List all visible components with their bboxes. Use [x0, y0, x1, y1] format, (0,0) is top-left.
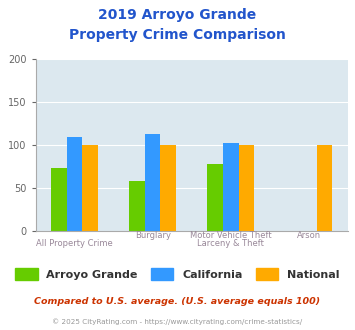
Text: Compared to U.S. average. (U.S. average equals 100): Compared to U.S. average. (U.S. average …	[34, 297, 321, 307]
Bar	[207, 164, 223, 231]
Legend: Arroyo Grande, California, National: Arroyo Grande, California, National	[12, 265, 343, 283]
Text: 2019 Arroyo Grande: 2019 Arroyo Grande	[98, 8, 257, 22]
Text: Larceny & Theft: Larceny & Theft	[197, 239, 264, 248]
Bar	[160, 145, 176, 231]
Bar	[317, 145, 332, 231]
Text: Burglary: Burglary	[135, 231, 171, 240]
Bar	[51, 168, 67, 231]
Bar	[67, 137, 82, 231]
Text: © 2025 CityRating.com - https://www.cityrating.com/crime-statistics/: © 2025 CityRating.com - https://www.city…	[53, 318, 302, 325]
Bar	[145, 134, 160, 231]
Bar	[317, 145, 332, 231]
Text: Motor Vehicle Theft: Motor Vehicle Theft	[190, 231, 272, 240]
Bar	[239, 145, 254, 231]
Text: All Property Crime: All Property Crime	[36, 239, 113, 248]
Bar	[129, 181, 145, 231]
Text: Property Crime Comparison: Property Crime Comparison	[69, 28, 286, 42]
Bar	[223, 143, 239, 231]
Text: Arson: Arson	[297, 231, 321, 240]
Bar	[82, 145, 98, 231]
